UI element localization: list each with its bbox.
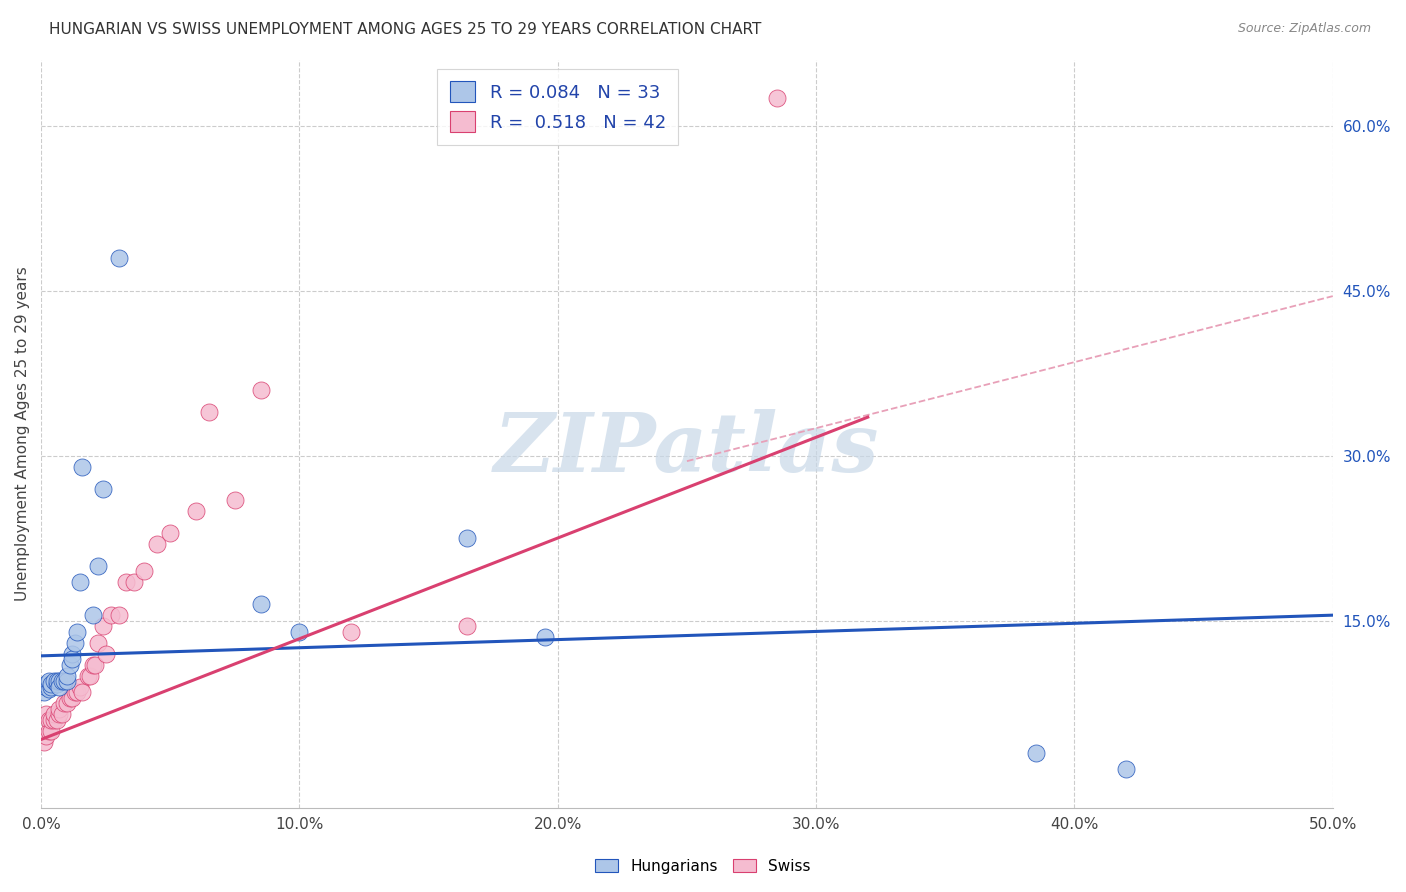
Point — [249, 597, 271, 611]
Point — [159, 525, 181, 540]
Point — [1115, 762, 1137, 776]
Point — [115, 575, 138, 590]
Point — [69, 575, 91, 590]
Point — [41, 723, 63, 738]
Legend: Hungarians, Swiss: Hungarians, Swiss — [589, 853, 817, 880]
Point — [456, 619, 478, 633]
Point — [35, 677, 58, 691]
Text: ZIPatlas: ZIPatlas — [494, 409, 880, 489]
Point — [58, 690, 80, 705]
Point — [87, 635, 110, 649]
Point — [456, 531, 478, 545]
Point — [42, 713, 65, 727]
Point — [41, 680, 63, 694]
Point — [340, 624, 363, 639]
Point — [63, 635, 86, 649]
Point — [56, 674, 79, 689]
Point — [56, 696, 79, 710]
Point — [766, 91, 789, 105]
Point — [38, 713, 60, 727]
Point — [53, 696, 76, 710]
Point — [35, 729, 58, 743]
Legend: R = 0.084   N = 33, R =  0.518   N = 42: R = 0.084 N = 33, R = 0.518 N = 42 — [437, 69, 679, 145]
Point — [146, 536, 169, 550]
Point — [76, 668, 98, 682]
Point — [107, 608, 129, 623]
Point — [51, 707, 73, 722]
Point — [45, 674, 67, 689]
Point — [91, 482, 114, 496]
Point — [122, 575, 145, 590]
Point — [534, 630, 557, 644]
Point — [38, 674, 60, 689]
Text: HUNGARIAN VS SWISS UNEMPLOYMENT AMONG AGES 25 TO 29 YEARS CORRELATION CHART: HUNGARIAN VS SWISS UNEMPLOYMENT AMONG AG… — [49, 22, 762, 37]
Point — [72, 459, 94, 474]
Point — [60, 647, 83, 661]
Point — [32, 734, 55, 748]
Point — [87, 558, 110, 573]
Point — [56, 668, 79, 682]
Point — [48, 701, 70, 715]
Point — [184, 503, 207, 517]
Point — [48, 674, 70, 689]
Point — [66, 685, 89, 699]
Point — [84, 657, 107, 672]
Point — [60, 652, 83, 666]
Point — [82, 608, 104, 623]
Point — [58, 657, 80, 672]
Point — [91, 619, 114, 633]
Point — [45, 677, 67, 691]
Point — [69, 680, 91, 694]
Point — [42, 674, 65, 689]
Point — [72, 685, 94, 699]
Point — [48, 707, 70, 722]
Point — [45, 713, 67, 727]
Point — [35, 707, 58, 722]
Point — [82, 657, 104, 672]
Point — [288, 624, 311, 639]
Point — [48, 680, 70, 694]
Point — [41, 677, 63, 691]
Point — [134, 564, 156, 578]
Point — [41, 713, 63, 727]
Y-axis label: Unemployment Among Ages 25 to 29 years: Unemployment Among Ages 25 to 29 years — [15, 267, 30, 601]
Point — [38, 723, 60, 738]
Point — [35, 680, 58, 694]
Point — [107, 251, 129, 265]
Point — [42, 707, 65, 722]
Point — [1025, 746, 1047, 760]
Point — [66, 624, 89, 639]
Point — [79, 668, 101, 682]
Point — [224, 492, 246, 507]
Point — [38, 681, 60, 696]
Point — [63, 685, 86, 699]
Point — [94, 647, 117, 661]
Point — [198, 404, 221, 418]
Point — [53, 674, 76, 689]
Point — [100, 608, 122, 623]
Point — [51, 674, 73, 689]
Point — [60, 690, 83, 705]
Point — [32, 685, 55, 699]
Text: Source: ZipAtlas.com: Source: ZipAtlas.com — [1237, 22, 1371, 36]
Point — [249, 383, 271, 397]
